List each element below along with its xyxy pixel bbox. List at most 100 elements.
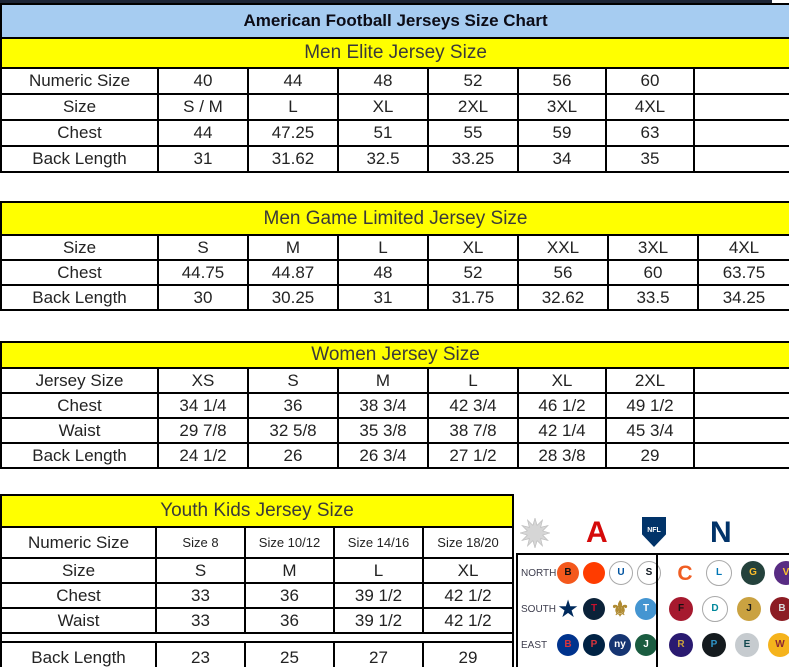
men-game-limited-cell: 33.5 — [607, 284, 699, 311]
men-elite-cell: 32.5 — [337, 145, 429, 173]
team-logo-dolphins: D — [702, 596, 728, 622]
team-logo-bills: B — [557, 634, 579, 656]
youth-kids-row-label: Numeric Size — [0, 526, 157, 559]
women-cell: 36 — [247, 392, 339, 419]
nfl-conference-header: A NFL N — [516, 512, 789, 555]
conference-divider-line — [656, 555, 658, 667]
youth-kids-spacer-row — [0, 632, 515, 643]
table-men-game-limited: Men Game Limited Jersey Size Size S M L XL XX… — [0, 201, 789, 311]
men-elite-row-label: Back Length — [0, 145, 159, 173]
team-logo-vikings: V — [774, 561, 789, 585]
men-elite-cell: L — [247, 93, 339, 121]
nfl-shield-label: NFL — [647, 526, 661, 534]
men-game-limited-row-label: Back Length — [0, 284, 159, 311]
men-elite-cell: 44 — [157, 119, 249, 147]
women-cell: XS — [157, 367, 249, 394]
women-cell: 26 — [247, 442, 339, 469]
table-men-elite: American Football Jerseys Size Chart Men… — [0, 3, 789, 173]
men-elite-cell: 2XL — [427, 93, 519, 121]
youth-kids-cell: 42 1/2 — [421, 607, 515, 634]
youth-kids-row-1: Size S M L XL — [0, 557, 515, 584]
chart-title-band: American Football Jerseys Size Chart — [0, 3, 789, 39]
men-game-limited-cell: 44.87 — [247, 259, 339, 286]
men-elite-row-1: Size S / M L XL 2XL 3XL 4XL — [0, 93, 789, 121]
afc-logo-icon: A — [586, 516, 608, 549]
team-logo-texans: T — [583, 598, 605, 620]
men-elite-cell: 40 — [157, 67, 249, 95]
division-label: SOUTH — [521, 603, 556, 615]
women-cell: 38 3/4 — [337, 392, 429, 419]
starburst-icon — [518, 516, 552, 553]
men-elite-cell: 60 — [605, 67, 695, 95]
team-logo-panthers: P — [702, 633, 726, 657]
team-logo-bengals: B — [557, 562, 579, 584]
youth-kids-cell: L — [333, 557, 424, 584]
table-gap — [0, 311, 789, 341]
men-elite-cell: 56 — [517, 67, 607, 95]
men-elite-row-label: Numeric Size — [0, 67, 159, 95]
youth-kids-row-label: Waist — [0, 607, 157, 634]
youth-kids-cell: 36 — [244, 607, 335, 634]
women-cell: 38 7/8 — [427, 417, 519, 444]
nfl-shield-icon: NFL — [642, 517, 666, 547]
women-cell — [692, 392, 789, 419]
men-elite-cell — [692, 93, 789, 121]
top-border-line — [0, 0, 772, 3]
women-row-3: Back Length 24 1/2 26 26 3/4 27 1/2 28 3/8 29 — [0, 442, 789, 469]
team-logo-titans: T — [635, 598, 657, 620]
section-title-band: Women Jersey Size — [0, 341, 789, 369]
team-logo-browns — [583, 562, 605, 584]
youth-kids-cell: 42 1/2 — [421, 582, 515, 609]
division-label: EAST — [521, 639, 548, 651]
men-game-limited-cell: 31.75 — [427, 284, 519, 311]
women-cell: 32 5/8 — [247, 417, 339, 444]
men-game-limited-cell: XXL — [517, 234, 609, 261]
women-cell — [692, 442, 789, 469]
section-title-band: Youth Kids Jersey Size — [0, 494, 515, 528]
team-logo-lions: L — [706, 560, 732, 586]
table-youth-kids: Youth Kids Jersey Size Numeric Size Size … — [0, 494, 515, 667]
men-elite-row-2: Chest 44 47.25 51 55 59 63 — [0, 119, 789, 147]
division-row-south: SOUTH ★ T ⚜ T F D J B — [518, 591, 789, 627]
section-title-band: Men Elite Jersey Size — [0, 37, 789, 69]
women-cell: 45 3/4 — [605, 417, 695, 444]
spacer-cell — [0, 632, 515, 643]
team-logo-redskins: W — [768, 633, 789, 657]
page-title: American Football Jerseys Size Chart — [0, 3, 789, 39]
men-elite-cell: 52 — [427, 67, 519, 95]
team-logo-patriots: P — [583, 634, 605, 656]
division-row-west: WESTR⚡SFSCBKCR — [518, 663, 789, 667]
women-row-label: Chest — [0, 392, 159, 419]
women-row-2: Waist 29 7/8 32 5/8 35 3/8 38 7/8 42 1/4 45 3/… — [0, 417, 789, 444]
youth-kids-cell: 29 — [421, 641, 515, 667]
women-cell: 24 1/2 — [157, 442, 249, 469]
youth-kids-cell: 33 — [155, 607, 246, 634]
men-elite-cell: 55 — [427, 119, 519, 147]
men-game-limited-cell: 60 — [607, 259, 699, 286]
men-game-limited-cell: 63.75 — [697, 259, 789, 286]
men-game-limited-cell: 48 — [337, 259, 429, 286]
women-row-label: Back Length — [0, 442, 159, 469]
men-elite-cell: 3XL — [517, 93, 607, 121]
men-elite-row-label: Size — [0, 93, 159, 121]
men-elite-cell: 34 — [517, 145, 607, 173]
section-title-men-elite: Men Elite Jersey Size — [0, 37, 789, 69]
youth-kids-cell: S — [155, 557, 246, 584]
men-game-limited-cell: 52 — [427, 259, 519, 286]
youth-kids-row-label: Back Length — [0, 641, 157, 667]
youth-kids-cell: 39 1/2 — [333, 607, 424, 634]
team-logo-ravens: R — [669, 633, 693, 657]
women-cell: XL — [517, 367, 607, 394]
division-row-north: NORTH B U S C L G V — [518, 555, 789, 591]
nfl-divisions: NORTHBUSCLGVSOUTH★T⚜TFDJBEASTBPnyJRPEWWE… — [516, 555, 789, 667]
youth-kids-cell: Size 14/16 — [333, 526, 424, 559]
youth-kids-cell: 36 — [244, 582, 335, 609]
youth-kids-cell: XL — [421, 557, 515, 584]
men-elite-cell: XL — [337, 93, 429, 121]
table-women: Women Jersey Size Jersey Size XS S M L XL 2XL C… — [0, 341, 789, 469]
men-game-limited-cell: 4XL — [697, 234, 789, 261]
